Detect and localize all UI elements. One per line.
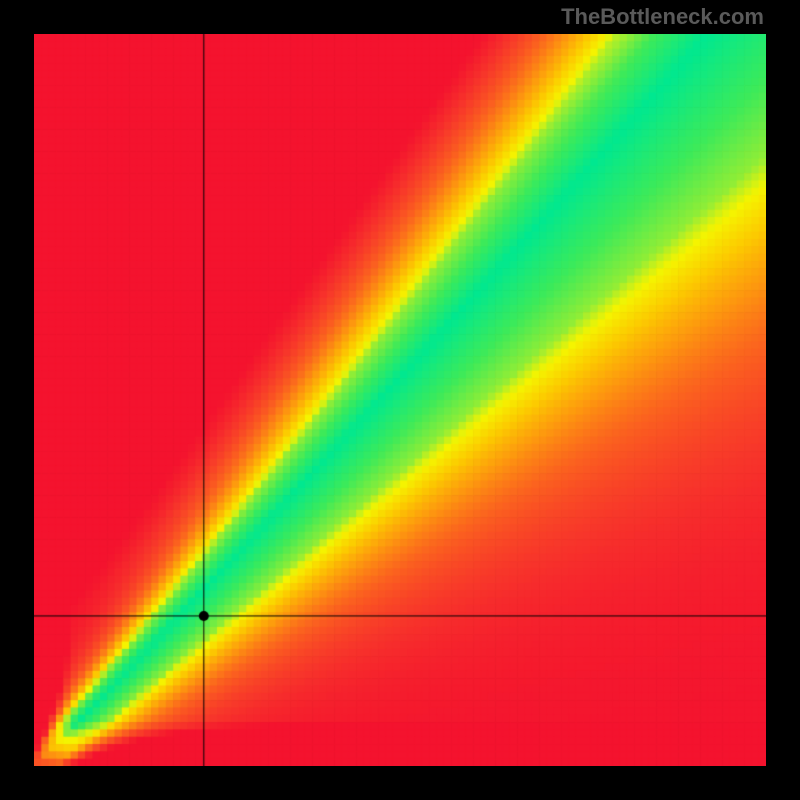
bottleneck-heatmap <box>34 34 766 766</box>
chart-container: TheBottleneck.com <box>0 0 800 800</box>
watermark-text: TheBottleneck.com <box>561 4 764 30</box>
